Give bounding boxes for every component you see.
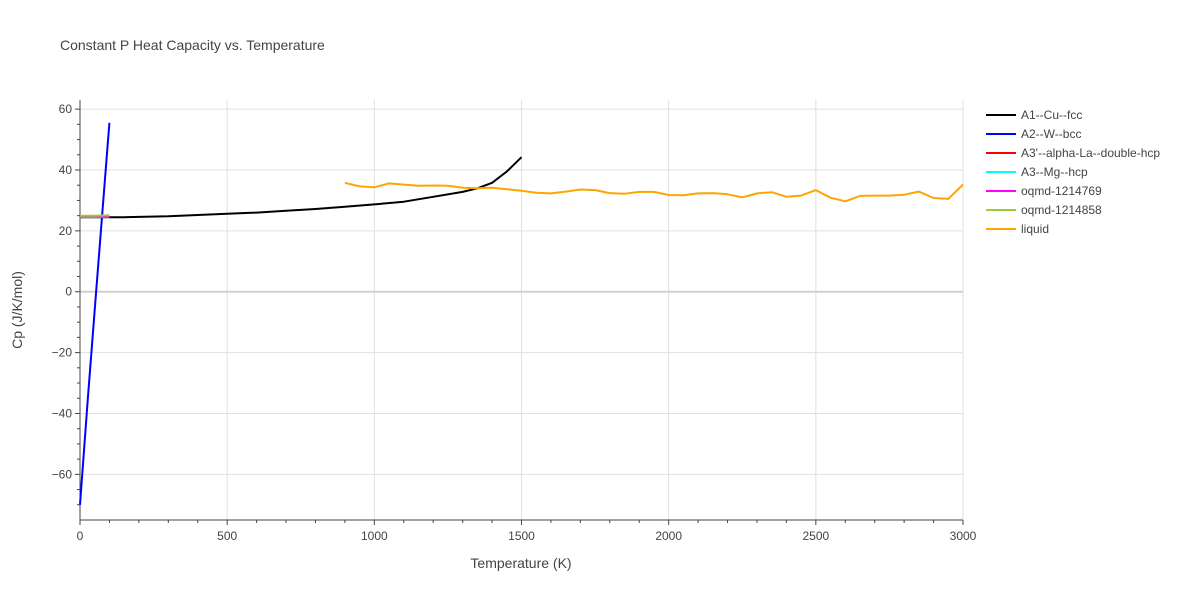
x-tick-label: 2500 [802, 529, 829, 543]
x-tick-label: 0 [77, 529, 84, 543]
legend-item-1[interactable]: A2--W--bcc [986, 127, 1081, 141]
legend-item-2[interactable]: A3'--alpha-La--double-hcp [986, 146, 1160, 160]
legend-item-0[interactable]: A1--Cu--fcc [986, 108, 1082, 122]
legend-label: A3--Mg--hcp [1021, 165, 1088, 179]
legend[interactable]: A1--Cu--fcc A2--W--bcc A3'--alpha-La--doub… [986, 108, 1160, 236]
y-tick-label: −60 [52, 467, 73, 481]
y-axis-title: Cp (J/K/mol) [9, 271, 25, 349]
legend-item-6[interactable]: liquid [986, 222, 1049, 236]
x-tick-label: 3000 [950, 529, 977, 543]
legend-label: A2--W--bcc [1021, 127, 1081, 141]
x-tick-label: 500 [217, 529, 237, 543]
plot-area [79, 122, 964, 505]
series-line-6 [344, 181, 964, 203]
legend-label: liquid [1021, 222, 1049, 236]
y-tick-label: 40 [59, 163, 73, 177]
legend-label: A1--Cu--fcc [1021, 108, 1082, 122]
y-axis: −60 −40 −20 0 20 40 60 [52, 102, 80, 506]
legend-item-4[interactable]: oqmd-1214769 [986, 184, 1102, 198]
x-tick-label: 2000 [655, 529, 682, 543]
x-axis: 0 500 1000 1500 2000 2500 3000 [77, 520, 977, 543]
legend-label: A3'--alpha-La--double-hcp [1021, 146, 1160, 160]
y-tick-label: −40 [52, 406, 73, 420]
legend-label: oqmd-1214769 [1021, 184, 1102, 198]
y-tick-label: 0 [65, 285, 72, 299]
series-line-1 [79, 122, 111, 505]
y-tick-label: 60 [59, 102, 73, 116]
x-tick-label: 1000 [361, 529, 388, 543]
grid [79, 100, 964, 520]
legend-label: oqmd-1214858 [1021, 203, 1102, 217]
x-tick-label: 1500 [508, 529, 535, 543]
chart-title: Constant P Heat Capacity vs. Temperature [60, 37, 325, 53]
y-tick-label: 20 [59, 224, 73, 238]
y-tick-label: −20 [52, 346, 73, 360]
legend-item-5[interactable]: oqmd-1214858 [986, 203, 1102, 217]
legend-item-3[interactable]: A3--Mg--hcp [986, 165, 1088, 179]
x-axis-title: Temperature (K) [470, 555, 571, 571]
